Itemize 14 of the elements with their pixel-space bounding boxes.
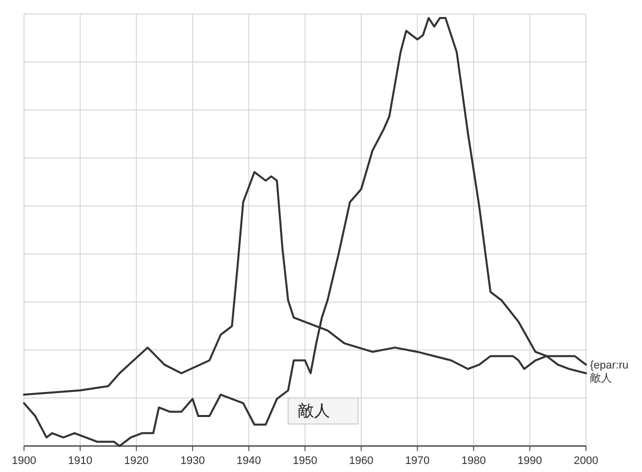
x-tick-label: 1930 — [180, 455, 205, 467]
x-tick-label: 1900 — [12, 455, 36, 467]
series-label: 敵人 — [590, 372, 612, 385]
x-tick-label: 1920 — [124, 455, 149, 467]
x-tick-label: 1940 — [236, 455, 262, 467]
x-tick-label: 1970 — [405, 455, 430, 467]
x-tick-label: 1950 — [292, 455, 318, 467]
x-tick-label: 1990 — [518, 455, 542, 467]
x-tick-label: 1960 — [348, 455, 374, 467]
x-tick-label: 1910 — [68, 455, 92, 467]
series-label: {epar:ru — [590, 360, 629, 372]
x-tick-label: 2000 — [574, 455, 598, 467]
annotation: 敵人 — [298, 402, 330, 420]
x-tick-label: 1980 — [461, 455, 486, 467]
